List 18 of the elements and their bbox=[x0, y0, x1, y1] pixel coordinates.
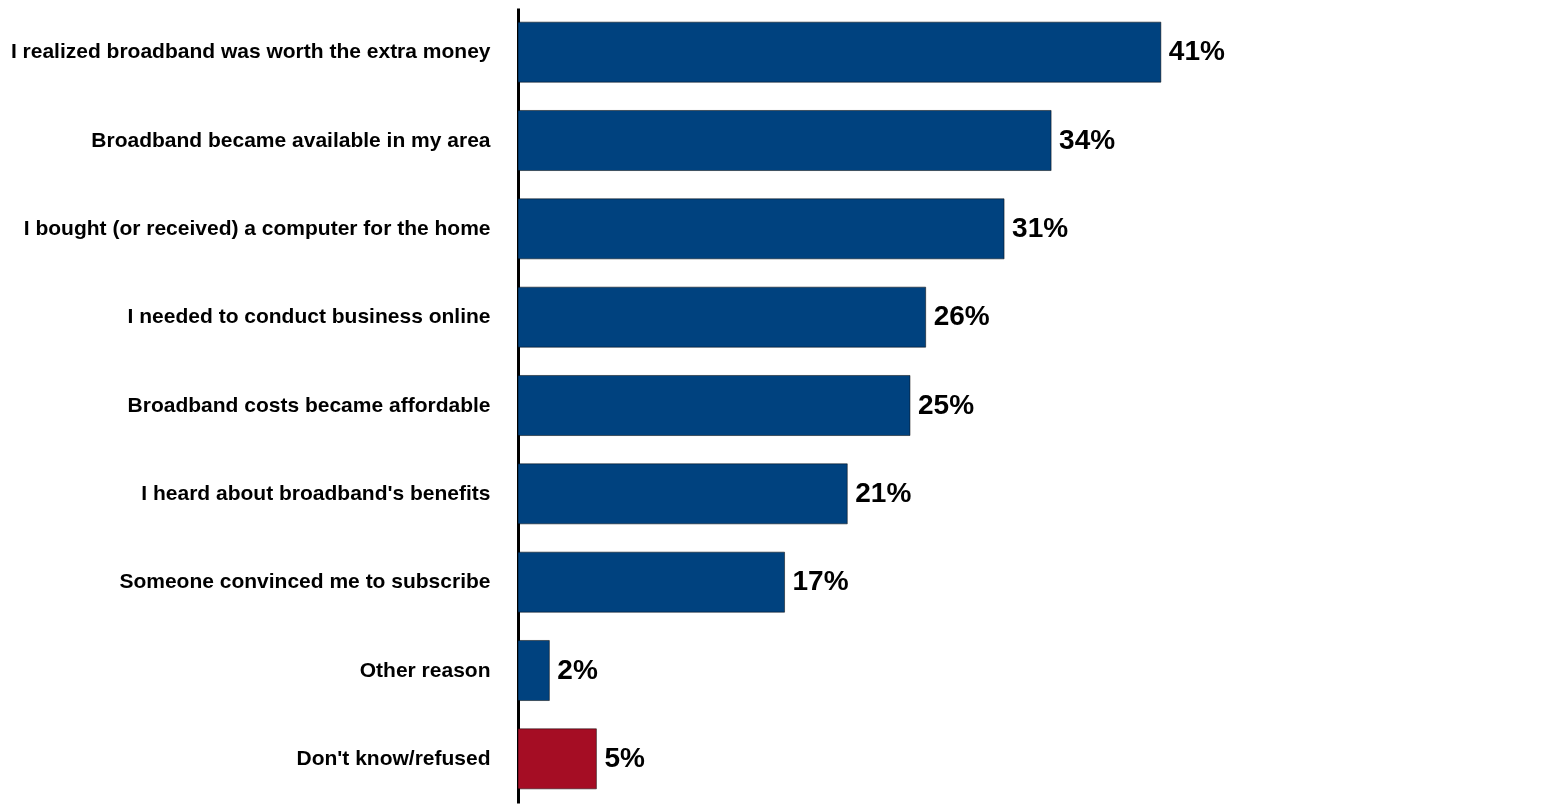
y-tick-label: I bought (or received) a computer for the home bbox=[23, 215, 491, 239]
data-label: 17% bbox=[792, 565, 849, 597]
y-tick-label: I heard about broadband's benefits bbox=[141, 480, 491, 504]
y-tick-label: Other reason bbox=[359, 657, 491, 681]
y-tick-label: Broadband costs became affordable bbox=[127, 392, 491, 416]
y-tick-label: Someone convinced me to subscribe bbox=[119, 569, 491, 593]
data-label: 5% bbox=[604, 741, 645, 773]
y-tick-label: Broadband became available in my area bbox=[91, 127, 491, 151]
data-label: 26% bbox=[933, 300, 990, 332]
y-tick-label: I realized broadband was worth the extra money bbox=[10, 39, 491, 63]
y-tick-label: I needed to conduct business online bbox=[127, 304, 491, 328]
data-label: 21% bbox=[855, 476, 912, 508]
data-label: 25% bbox=[917, 388, 975, 420]
data-label: 41% bbox=[1168, 35, 1225, 67]
data-label: 31% bbox=[1012, 211, 1069, 243]
y-tick-label: Don't know/refused bbox=[296, 745, 491, 769]
data-label: 34% bbox=[1059, 123, 1116, 155]
data-label: 2% bbox=[557, 653, 598, 685]
